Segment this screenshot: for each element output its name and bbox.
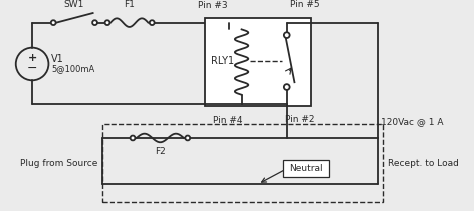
Text: Recept. to Load: Recept. to Load (388, 160, 458, 168)
Circle shape (150, 20, 155, 25)
Circle shape (130, 135, 136, 140)
Text: RLY1: RLY1 (211, 56, 234, 66)
Circle shape (284, 32, 290, 38)
Bar (205, 18, 311, 106)
Circle shape (92, 20, 97, 25)
Text: −: − (27, 62, 37, 75)
Text: F1: F1 (124, 0, 135, 9)
Text: Pin #2: Pin #2 (285, 115, 314, 124)
Text: 5@100mA: 5@100mA (51, 64, 94, 73)
Text: 120Vac @ 1 A: 120Vac @ 1 A (381, 117, 443, 126)
Circle shape (284, 84, 290, 90)
Text: SW1: SW1 (64, 0, 84, 9)
Text: Neutral: Neutral (289, 164, 323, 173)
Circle shape (185, 135, 190, 140)
Text: Plug from Source: Plug from Source (20, 160, 98, 168)
Text: V1: V1 (51, 54, 64, 64)
Text: Pin #5: Pin #5 (290, 0, 319, 9)
Text: F2: F2 (155, 147, 166, 156)
Text: +: + (27, 53, 36, 63)
Text: Pin #4: Pin #4 (213, 116, 242, 125)
FancyBboxPatch shape (283, 160, 329, 177)
Bar (102, 124, 383, 202)
Circle shape (51, 20, 55, 25)
Text: Pin #3: Pin #3 (198, 1, 227, 10)
Circle shape (105, 20, 109, 25)
